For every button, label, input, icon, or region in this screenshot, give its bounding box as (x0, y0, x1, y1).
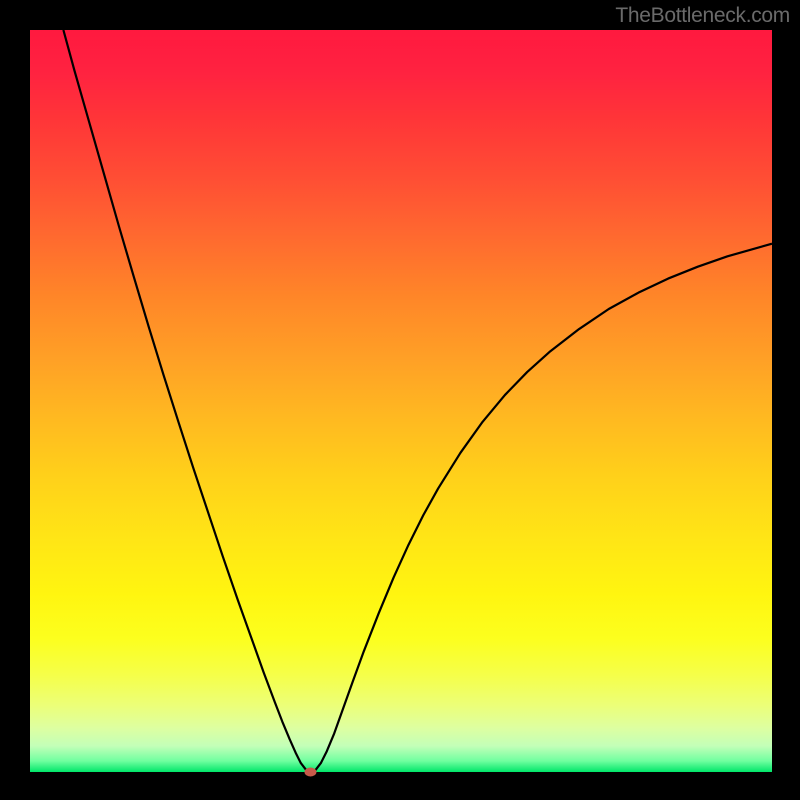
dip-marker (304, 768, 316, 777)
bottleneck-curve (63, 30, 772, 772)
watermark-label: TheBottleneck.com (615, 4, 790, 28)
chart-container: { "watermark": { "text": "TheBottleneck.… (0, 0, 800, 800)
curve-layer (0, 0, 800, 800)
